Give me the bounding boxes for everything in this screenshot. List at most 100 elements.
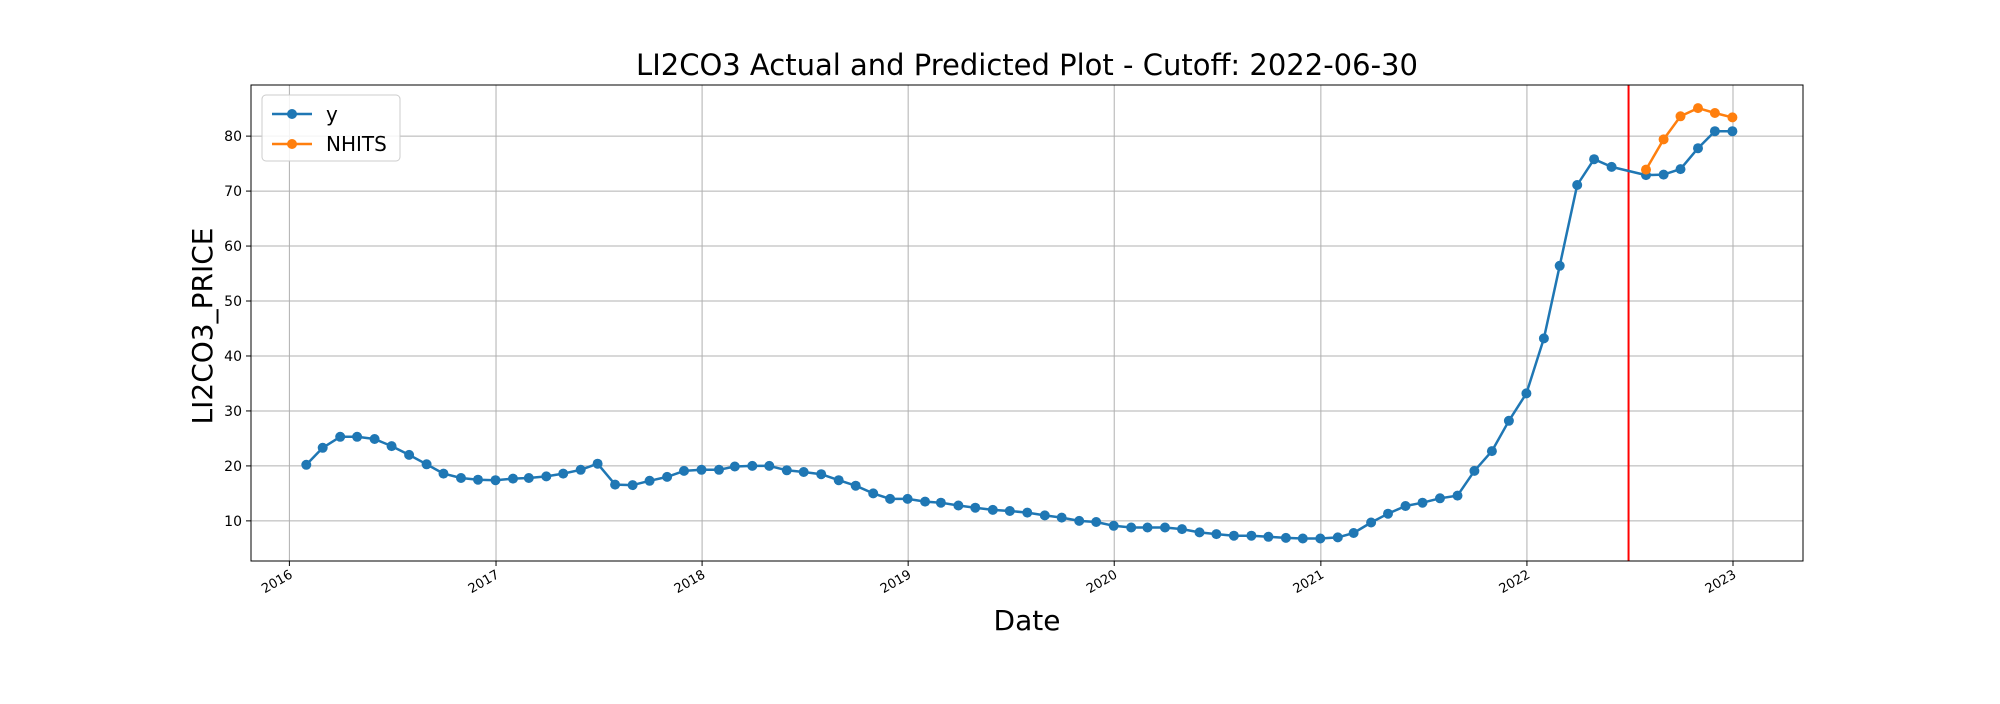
data-point-y — [798, 467, 809, 477]
data-point-y — [1366, 517, 1377, 528]
x-axis-label: Date — [994, 604, 1061, 637]
grid-lines — [251, 85, 1803, 561]
data-point-y — [1228, 530, 1239, 541]
data-point-y — [1521, 388, 1532, 399]
data-point-y — [1503, 415, 1514, 426]
data-point-y — [1589, 154, 1600, 165]
data-point-y — [764, 460, 775, 471]
y-axis-label: LI2CO3_PRICE — [186, 228, 219, 425]
data-point-y — [541, 471, 552, 482]
data-point-y — [1022, 507, 1033, 518]
data-point-y — [1606, 161, 1617, 172]
y-tick-label: 30 — [224, 404, 242, 420]
data-point-y — [1142, 522, 1153, 533]
x-tick-label: 2018 — [672, 567, 708, 597]
data-point-nhits — [1727, 112, 1738, 123]
data-point-y — [781, 465, 792, 476]
data-point-y — [1039, 510, 1050, 521]
data-point-y — [1538, 333, 1549, 344]
x-tick-label: 2017 — [466, 567, 502, 597]
data-point-y — [953, 500, 964, 511]
data-point-y — [833, 475, 844, 486]
data-point-y — [1263, 531, 1274, 542]
chart-title: LI2CO3 Actual and Predicted Plot - Cutof… — [636, 48, 1418, 82]
series-line-y — [305, 129, 1733, 540]
data-point-y — [523, 473, 534, 483]
data-point-y — [627, 480, 638, 491]
data-point-y — [987, 504, 998, 515]
data-point-y — [885, 493, 896, 504]
data-point-y — [1332, 532, 1343, 543]
data-point-y — [575, 464, 586, 475]
data-point-nhits — [1709, 108, 1720, 118]
data-point-nhits — [1658, 134, 1669, 145]
data-point-nhits — [1641, 164, 1651, 175]
data-point-y — [1194, 527, 1205, 538]
data-point-y — [714, 464, 724, 475]
series-layer — [301, 103, 1738, 544]
data-point-y — [644, 475, 655, 486]
data-point-y — [1554, 260, 1565, 271]
data-point-y — [456, 473, 466, 483]
data-point-y — [816, 469, 827, 480]
data-point-y — [404, 449, 415, 460]
data-point-y — [421, 459, 432, 470]
data-point-y — [868, 488, 879, 499]
data-point-y — [1246, 530, 1257, 541]
data-point-y — [1572, 180, 1583, 190]
data-point-y — [610, 479, 621, 490]
y-tick-label: 80 — [224, 129, 242, 145]
data-point-y — [1004, 506, 1015, 516]
data-point-y — [920, 496, 931, 507]
data-point-y — [473, 474, 483, 485]
data-point-y — [1280, 532, 1291, 543]
data-point-y — [662, 471, 673, 482]
y-tick-label: 50 — [224, 294, 242, 310]
data-point-y — [1675, 164, 1686, 175]
data-point-y — [352, 431, 363, 442]
data-point-y — [317, 442, 328, 453]
legend-label-y: y — [326, 102, 338, 126]
data-point-y — [935, 497, 946, 508]
data-point-y — [1417, 497, 1428, 508]
x-tick-label: 2023 — [1703, 567, 1739, 597]
data-point-y — [490, 475, 501, 486]
legend-marker-nhits — [287, 139, 297, 149]
data-point-y — [902, 493, 913, 504]
data-point-y — [1383, 508, 1393, 519]
data-point-y — [438, 468, 449, 479]
data-point-y — [386, 441, 397, 452]
data-point-y — [1297, 533, 1308, 544]
data-point-y — [1400, 501, 1411, 511]
y-tick-label: 70 — [224, 184, 242, 200]
data-point-y — [1056, 512, 1067, 523]
y-tick-label: 20 — [224, 459, 242, 475]
x-tick-label: 2016 — [259, 567, 295, 597]
y-tick-label: 40 — [224, 349, 242, 365]
legend: y NHITS — [261, 94, 401, 162]
data-point-y — [592, 458, 603, 469]
data-point-y — [747, 460, 758, 471]
data-point-y — [1452, 490, 1463, 501]
data-point-y — [1469, 465, 1480, 476]
data-point-y — [335, 431, 346, 442]
data-point-y — [679, 465, 689, 476]
series-nhits — [1641, 103, 1738, 175]
legend-marker-y — [287, 109, 297, 119]
data-point-y — [1709, 126, 1720, 137]
data-point-y — [1435, 493, 1445, 504]
data-point-y — [508, 473, 518, 484]
data-point-nhits — [1675, 111, 1686, 122]
data-point-y — [1727, 126, 1738, 137]
data-point-y — [850, 480, 861, 491]
data-point-y — [1693, 143, 1703, 154]
data-point-y — [1160, 522, 1170, 533]
data-point-y — [696, 464, 707, 475]
data-point-y — [1177, 524, 1187, 535]
y-tick-label: 60 — [224, 239, 242, 255]
data-point-y — [1074, 515, 1085, 526]
data-point-y — [301, 459, 312, 470]
axes-layer: 2016 2017 2018 2019 2020 2021 2022 2023 10 20 30 40… — [224, 84, 1804, 597]
